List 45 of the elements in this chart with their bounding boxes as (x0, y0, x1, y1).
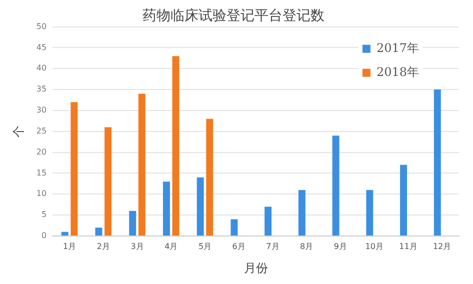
bar (264, 206, 272, 236)
y-tick-label: 5 (41, 210, 47, 220)
legend-label: 2017年 (376, 40, 420, 55)
bar (196, 177, 204, 236)
x-tick-label: 11月 (399, 242, 418, 251)
bar (129, 210, 136, 236)
bar (172, 56, 180, 236)
y-tick-label: 45 (36, 42, 47, 52)
bar (298, 190, 306, 236)
bar (95, 228, 102, 236)
x-tick-label: 1月 (62, 242, 76, 251)
x-tick-label: 12月 (432, 242, 452, 251)
x-tick-label: 7月 (266, 242, 280, 251)
x-tick-label: 6月 (232, 242, 246, 251)
y-axis-title: 个 (11, 125, 26, 138)
x-axis-title: 月份 (244, 260, 268, 275)
x-tick-label: 3月 (130, 242, 144, 251)
y-tick-label: 10 (36, 189, 47, 198)
bar (400, 164, 408, 236)
x-tick-label: 10月 (365, 242, 384, 251)
bar (332, 136, 340, 236)
y-tick-label: 15 (36, 168, 47, 178)
bar (366, 190, 374, 236)
x-tick-label: 5月 (198, 242, 212, 251)
bar (61, 232, 68, 236)
x-tick-label: 4月 (164, 242, 178, 251)
bar (434, 90, 441, 236)
bar (138, 94, 146, 236)
x-tick-label: 9月 (334, 242, 348, 251)
x-tick-label: 8月 (300, 242, 314, 251)
bar (104, 127, 112, 236)
bar (70, 102, 78, 236)
bar (206, 118, 214, 236)
legend-label: 2018年 (376, 64, 420, 79)
bar (162, 182, 170, 236)
x-tick-label: 2月 (96, 242, 110, 251)
y-tick-label: 50 (36, 22, 47, 31)
y-tick-label: 30 (36, 106, 47, 115)
chart-title: 药物临床试验登记平台登记数 (142, 8, 324, 24)
y-tick-label: 35 (36, 84, 47, 94)
bar (230, 219, 238, 236)
y-tick-label: 0 (41, 231, 47, 240)
y-tick-label: 20 (36, 147, 47, 156)
y-tick-label: 40 (36, 64, 47, 73)
y-tick-label: 25 (36, 126, 47, 136)
